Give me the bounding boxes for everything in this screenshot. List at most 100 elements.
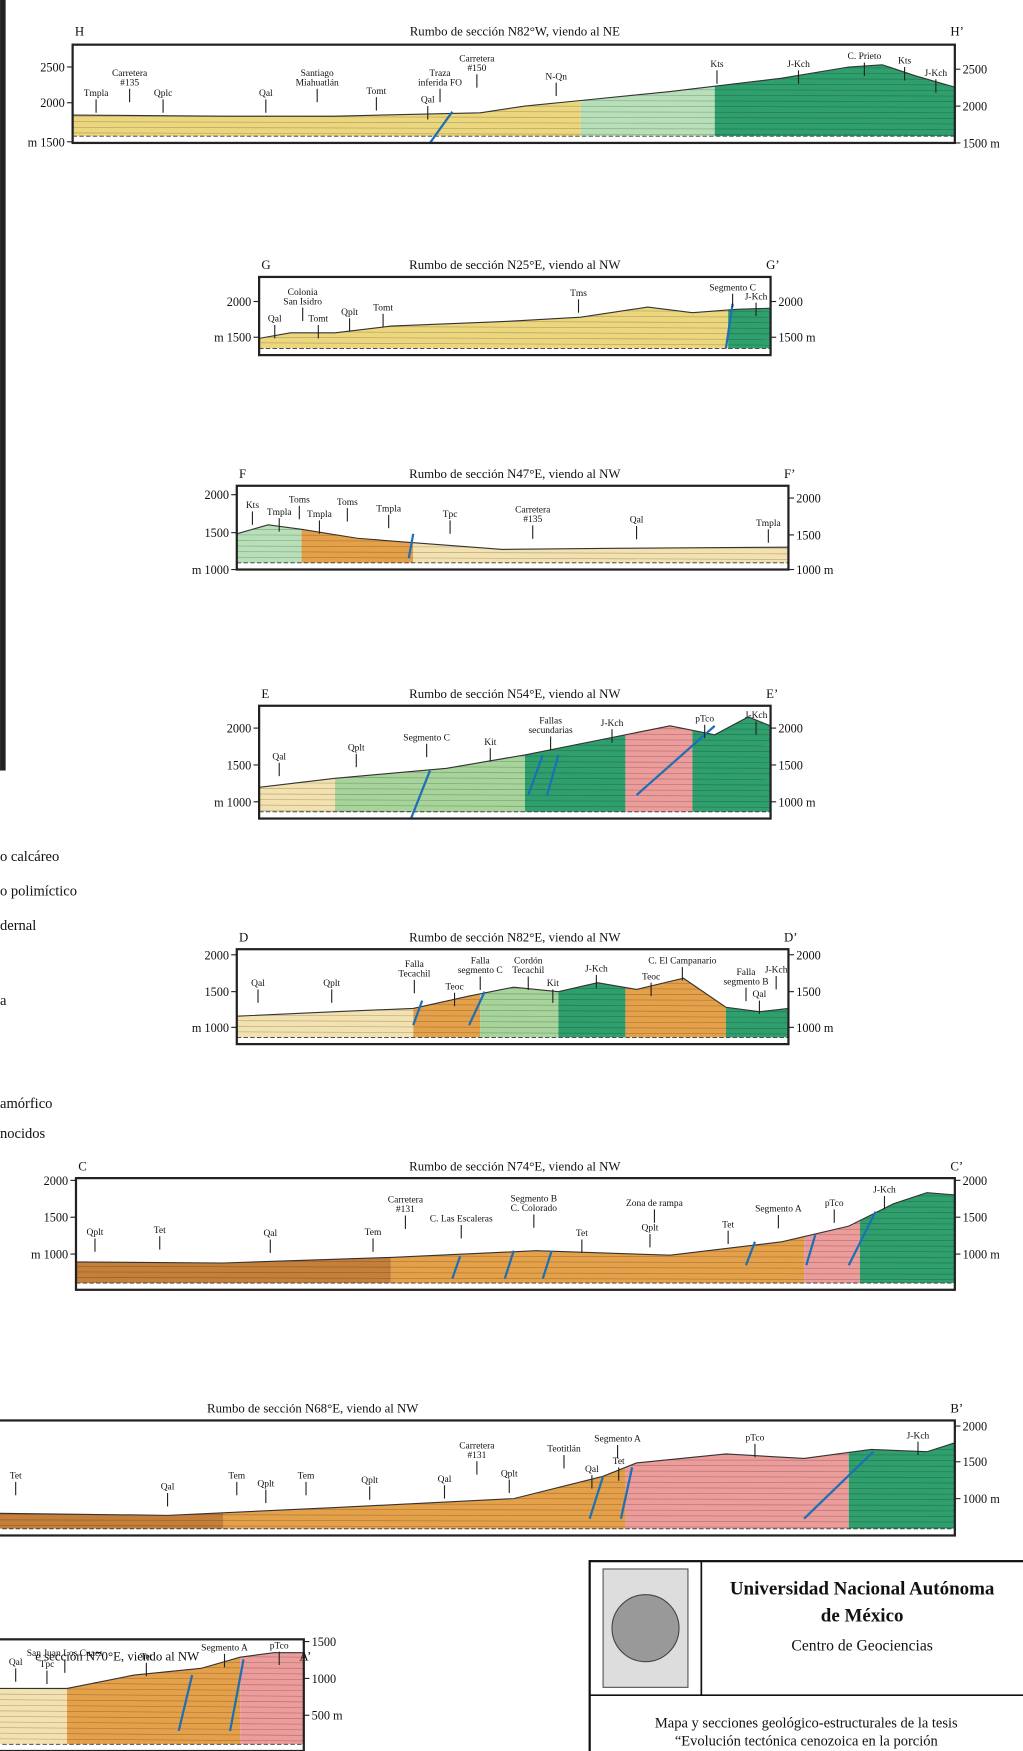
bedding bbox=[259, 287, 770, 289]
unit-label: Qplc bbox=[154, 89, 172, 99]
axis-label: 500 m bbox=[312, 1709, 343, 1723]
section-end: C’ bbox=[950, 1159, 963, 1173]
bedding bbox=[259, 727, 770, 729]
bedding bbox=[237, 501, 789, 503]
unit-label: J-Kch bbox=[765, 966, 788, 976]
bedding bbox=[0, 1431, 955, 1433]
cross-section: Rumbo de sección N54°E, viendo al NWEE’2… bbox=[214, 687, 816, 819]
legend-text: o calcáreo bbox=[0, 849, 59, 865]
section-title: Rumbo de sección N82°E, viendo al NW bbox=[409, 930, 621, 944]
unit-label: Teoc bbox=[445, 982, 463, 992]
section-end: H’ bbox=[950, 25, 964, 39]
unit-label: Qal bbox=[9, 1658, 23, 1668]
bedding bbox=[237, 954, 789, 956]
unit-label: C. Colorado bbox=[511, 1204, 558, 1214]
rock-unit bbox=[558, 949, 625, 1037]
section-start: D bbox=[239, 930, 248, 944]
unit-label: C. Prieto bbox=[848, 52, 882, 62]
unit-label: pTco bbox=[695, 714, 714, 724]
unit-label: J-Kch bbox=[925, 69, 948, 79]
unit-label: Qal bbox=[263, 1229, 277, 1239]
unit-label: Qal bbox=[585, 1465, 599, 1475]
axis-label: 1000 m bbox=[778, 795, 816, 809]
unit-label: #135 bbox=[120, 78, 139, 88]
axis-label: 2000 bbox=[796, 492, 821, 506]
axis-label: 1500 bbox=[796, 985, 821, 999]
axis-label: 2000 bbox=[963, 1174, 988, 1188]
rock-unit bbox=[849, 1420, 955, 1528]
bedding bbox=[76, 1216, 955, 1218]
unit-label: San Isidro bbox=[283, 297, 322, 307]
section-start: E bbox=[261, 687, 269, 701]
unit-label: Tecachil bbox=[512, 966, 544, 976]
unit-label: Kts bbox=[246, 501, 259, 511]
section-end: F’ bbox=[784, 467, 795, 481]
bedding bbox=[259, 281, 770, 283]
unit-label: Segmento A bbox=[755, 1205, 802, 1215]
terrain bbox=[73, 45, 955, 137]
cross-section: Rumbo de sección N82°W, viendo al NE H H’ 2… bbox=[28, 25, 1001, 151]
unit-label: Qal bbox=[161, 1483, 175, 1493]
legend-text: nocidos bbox=[0, 1126, 45, 1142]
unit-label: #131 bbox=[396, 1205, 415, 1215]
rock-unit bbox=[240, 1639, 304, 1744]
axis-label: 1500 bbox=[312, 1635, 337, 1649]
terrain bbox=[259, 706, 770, 813]
unit-label: Qplt bbox=[642, 1224, 659, 1234]
axis-label: 2000 bbox=[227, 295, 252, 309]
section-start: H bbox=[75, 25, 84, 39]
legend-text: amórfico bbox=[0, 1096, 52, 1112]
rock-unit bbox=[223, 1420, 625, 1528]
unit-label: Tpc bbox=[443, 510, 458, 520]
axis-label: 2000 bbox=[40, 96, 65, 110]
section-start: G bbox=[261, 258, 270, 272]
bedding bbox=[259, 293, 770, 295]
bedding bbox=[237, 490, 789, 492]
unit-label: Tet bbox=[10, 1472, 22, 1482]
legend-text: dernal bbox=[0, 918, 36, 934]
unit-label: Qplt bbox=[341, 308, 358, 318]
axis-label: 1000 m bbox=[796, 563, 834, 577]
axis-label: 1000 m bbox=[963, 1248, 1001, 1262]
axis-label: 2000 bbox=[778, 722, 803, 736]
axis-label: 1500 m bbox=[778, 331, 816, 345]
side-bar bbox=[0, 0, 6, 771]
section-title: Rumbo de sección N82°W, viendo al NE bbox=[410, 25, 620, 39]
unit-label: #150 bbox=[467, 64, 486, 74]
section-end: E’ bbox=[766, 687, 778, 701]
unit-label: Qal bbox=[421, 96, 435, 106]
section-start: C bbox=[78, 1159, 87, 1173]
section-end: B’ bbox=[950, 1402, 963, 1416]
unit-label: #135 bbox=[523, 515, 542, 525]
unit-label: Toms bbox=[289, 496, 310, 506]
axis-label: m 1000 bbox=[192, 563, 229, 577]
institution: de México bbox=[821, 1605, 904, 1626]
unit-label: San Juan Los Cuaes bbox=[27, 1649, 103, 1659]
unit-label: Tms bbox=[570, 289, 587, 299]
axis-label: m 1500 bbox=[28, 135, 65, 149]
rock-unit bbox=[237, 949, 413, 1037]
axis-label: 2000 bbox=[44, 1174, 69, 1188]
axis-label: 2000 bbox=[778, 295, 803, 309]
unit-label: Qal bbox=[268, 315, 282, 325]
unit-label: J-Kch bbox=[745, 711, 768, 721]
section-end: D’ bbox=[784, 930, 798, 944]
axis-label: 2000 bbox=[204, 948, 229, 962]
axis-label: 2000 bbox=[963, 1420, 988, 1434]
axis-label: 1500 bbox=[796, 528, 821, 542]
rock-unit bbox=[625, 1420, 848, 1528]
axis-label: m 1000 bbox=[31, 1248, 68, 1262]
section-start: F bbox=[239, 467, 246, 481]
section-title: Rumbo de sección N74°E, viendo al NW bbox=[409, 1159, 621, 1173]
section-end: A’ bbox=[299, 1650, 311, 1664]
institution: Universidad Nacional Autónoma bbox=[730, 1579, 995, 1600]
rock-unit bbox=[413, 486, 788, 563]
bedding bbox=[259, 298, 770, 300]
unit-label: Tet bbox=[140, 1652, 152, 1662]
unit-label: Qal bbox=[753, 990, 767, 1000]
unit-label: Miahuatlán bbox=[296, 78, 339, 88]
unit-label: N-Qn bbox=[545, 72, 567, 82]
unit-label: Toms bbox=[337, 498, 358, 508]
axis-label: 1500 bbox=[44, 1211, 69, 1225]
unit-label: Tmpla bbox=[756, 519, 782, 529]
